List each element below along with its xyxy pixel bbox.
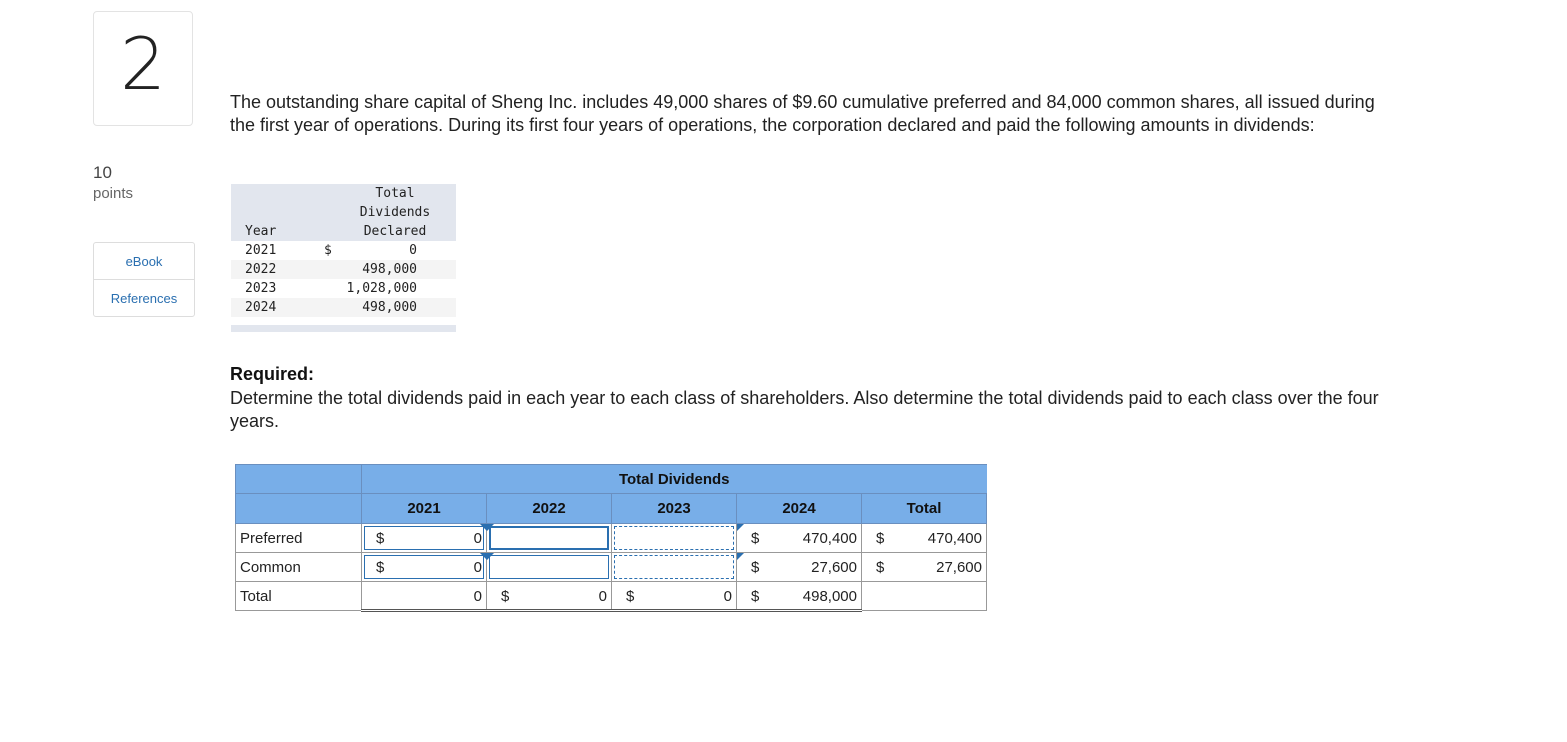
total-total-value bbox=[861, 581, 987, 611]
dividends-declared-table: Total Dividends Year Declared 2021 $ 0 2… bbox=[231, 184, 456, 332]
common-2021-input[interactable]: $ 0 bbox=[361, 552, 487, 582]
group-title: Total Dividends bbox=[361, 464, 987, 494]
table-row: Preferred $ 0 $ 470,400 $ 470,400 bbox=[235, 523, 987, 553]
table-row: Total 0 $ 0 $ 0 $ 498,000 bbox=[235, 581, 987, 612]
col-header-2021: 2021 bbox=[361, 493, 487, 524]
table-row: 2021 $ 0 bbox=[245, 243, 417, 258]
header-declared: Declared bbox=[334, 222, 456, 241]
table-row: 2022 498,000 bbox=[231, 260, 456, 279]
row-label-total: Total bbox=[235, 581, 362, 611]
preferred-total-value: $ 470,400 bbox=[861, 523, 987, 553]
question-number-box: 2 bbox=[93, 11, 193, 126]
common-total-value: $ 27,600 bbox=[861, 552, 987, 582]
header-year: Year bbox=[231, 222, 324, 241]
col-header-2024: 2024 bbox=[736, 493, 862, 524]
ebook-button[interactable]: eBook bbox=[125, 253, 163, 269]
points-label: points bbox=[93, 185, 134, 202]
table-row: Common $ 0 $ 27,600 $ 27,600 bbox=[235, 552, 987, 582]
common-2024-value[interactable]: $ 27,600 bbox=[736, 552, 862, 582]
references-button[interactable]: References bbox=[94, 279, 194, 316]
header-dividends: Dividends bbox=[334, 203, 456, 222]
table-row: 2024 498,000 bbox=[231, 298, 456, 317]
resource-buttons: eBook References bbox=[93, 242, 195, 317]
row-label-preferred: Preferred bbox=[235, 523, 362, 553]
col-header-2022: 2022 bbox=[486, 493, 612, 524]
preferred-2023-input[interactable] bbox=[611, 523, 737, 553]
common-2022-input[interactable] bbox=[486, 552, 612, 582]
total-2022-value: $ 0 bbox=[486, 581, 612, 612]
required-title: Required: bbox=[230, 364, 315, 384]
total-2024-value: $ 498,000 bbox=[736, 581, 862, 612]
answer-table: Total Dividends 2021 2022 2023 2024 Tota… bbox=[235, 464, 987, 612]
points-value: 10 bbox=[93, 163, 112, 182]
preferred-2024-value[interactable]: $ 470,400 bbox=[736, 523, 862, 553]
preferred-2022-input[interactable] bbox=[486, 523, 612, 553]
question-number: 2 bbox=[120, 21, 166, 106]
row-label-common: Common bbox=[235, 552, 362, 582]
header-total: Total bbox=[334, 184, 456, 203]
required-text: Determine the total dividends paid in ea… bbox=[230, 388, 1379, 431]
common-2023-input[interactable] bbox=[611, 552, 737, 582]
total-2023-value: $ 0 bbox=[611, 581, 737, 612]
preferred-2021-input[interactable]: $ 0 bbox=[361, 523, 487, 553]
col-header-2023: 2023 bbox=[611, 493, 737, 524]
col-header-total: Total bbox=[861, 493, 987, 524]
total-2021-value: 0 bbox=[361, 581, 487, 612]
table-row: 2023 1,028,000 bbox=[245, 281, 417, 296]
problem-text: The outstanding share capital of Sheng I… bbox=[230, 92, 1375, 135]
